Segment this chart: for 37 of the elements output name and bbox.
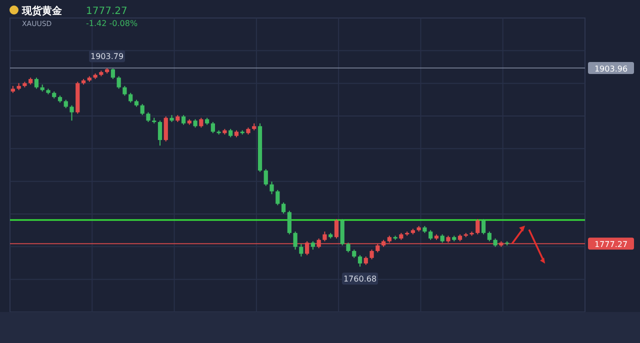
candlestick bbox=[70, 104, 74, 122]
candlestick bbox=[181, 114, 186, 126]
annotation: -1.42 -0.08% bbox=[86, 19, 138, 28]
candlestick bbox=[270, 181, 274, 195]
candlestick bbox=[287, 210, 292, 235]
candlestick bbox=[346, 242, 350, 253]
candlestick bbox=[116, 76, 121, 90]
text: 1777.27 bbox=[86, 6, 128, 17]
candlestick bbox=[322, 231, 327, 242]
chart-title: 现货黄金 bbox=[21, 5, 63, 17]
candlestick bbox=[122, 85, 127, 96]
candlestick bbox=[34, 77, 39, 90]
candlestick bbox=[128, 92, 133, 104]
candlestick bbox=[358, 254, 362, 268]
candlestick bbox=[299, 244, 304, 258]
candlestick bbox=[210, 122, 215, 134]
candlestick bbox=[146, 112, 150, 123]
candlestick bbox=[199, 117, 204, 128]
candlestick bbox=[293, 231, 298, 250]
annotation: 1760.68 bbox=[343, 274, 377, 284]
ref-line-label: 1777.27 bbox=[594, 240, 628, 250]
candlestick bbox=[334, 218, 339, 239]
candlestick bbox=[281, 202, 286, 214]
ref-line-label: 1903.96 bbox=[594, 64, 628, 74]
candlestick bbox=[140, 103, 144, 116]
candlestick bbox=[481, 218, 486, 235]
candlestick bbox=[276, 189, 280, 206]
annotation: 1903.79 bbox=[90, 52, 124, 62]
candlestick bbox=[476, 218, 480, 235]
candlestick bbox=[158, 120, 162, 146]
candlestick bbox=[110, 68, 115, 80]
candlestick bbox=[428, 230, 433, 240]
candlestick bbox=[164, 116, 168, 142]
candlestick bbox=[370, 249, 374, 260]
candlestick bbox=[340, 218, 344, 246]
candlestick bbox=[264, 168, 268, 186]
candlestick bbox=[487, 231, 492, 242]
